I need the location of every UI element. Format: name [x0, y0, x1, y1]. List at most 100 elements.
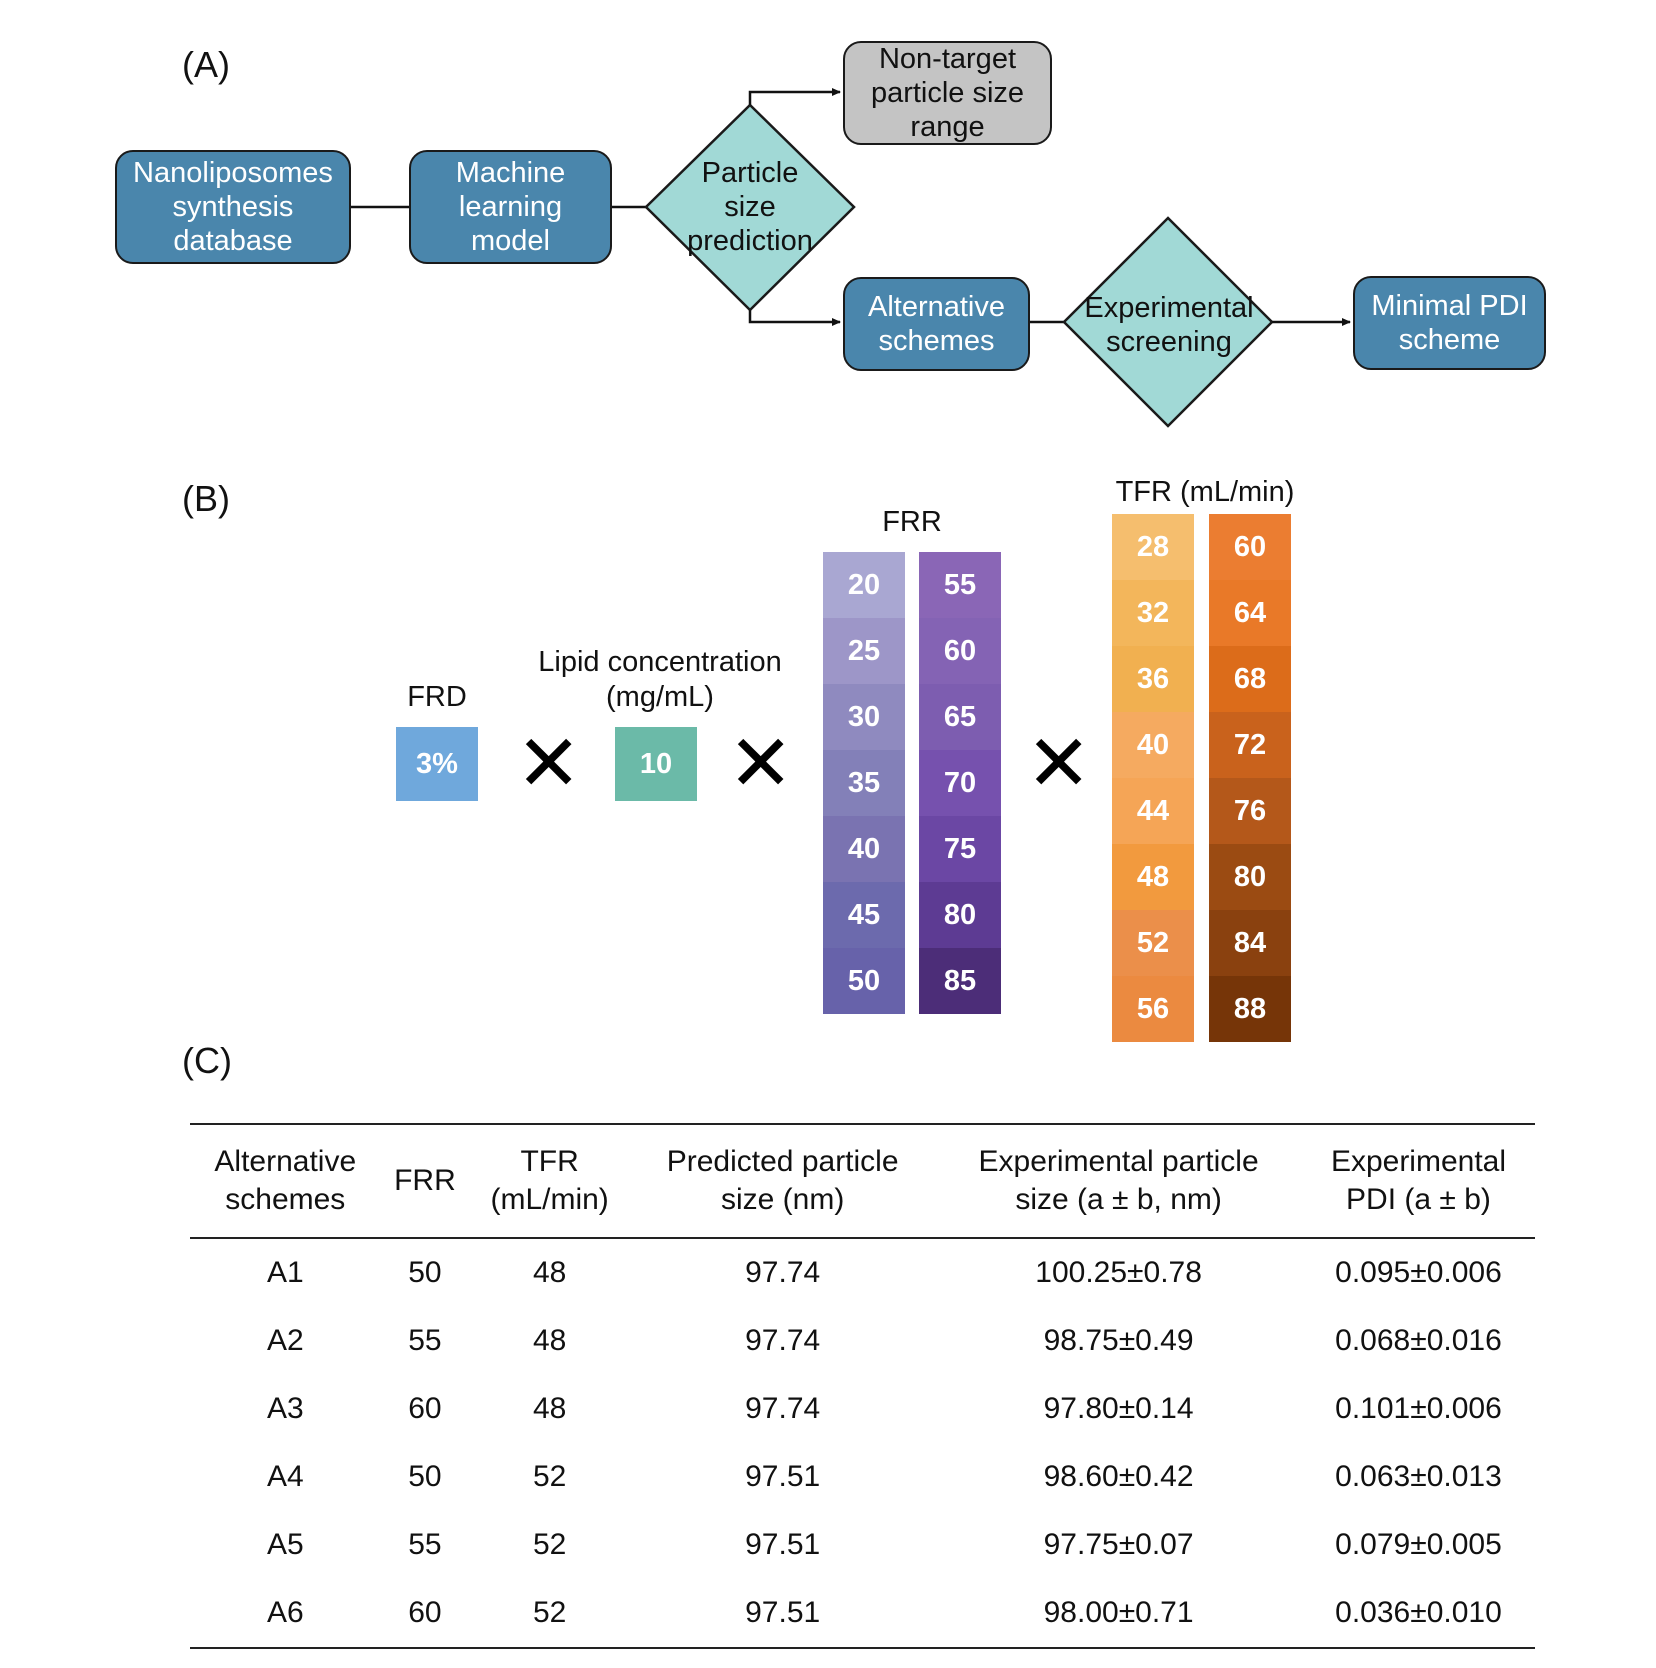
tfr-cell: 84	[1209, 910, 1291, 976]
tfr-cell: 40	[1112, 712, 1194, 778]
cell-predicted-size: 97.74	[745, 1324, 821, 1357]
tfr-cell: 36	[1112, 646, 1194, 712]
frr-cell: 20	[823, 552, 905, 618]
model-node: Machine learning model	[409, 150, 612, 264]
tfr-title: TFR (mL/min)	[1115, 476, 1295, 508]
header-frr: FRR	[380, 1123, 470, 1239]
lipid-cell: 10	[615, 727, 697, 801]
table-row: A3 60 48 97.74 97.80±0.14 0.101±0.006	[190, 1375, 1535, 1443]
tfr-cell: 76	[1209, 778, 1291, 844]
frr-cell: 75	[919, 816, 1001, 882]
panel-c-label: (C)	[182, 1040, 232, 1081]
header-experimental-pdi: Experimental PDI (a ± b)	[1301, 1123, 1535, 1239]
cell-frr: 60	[380, 1579, 470, 1649]
frr-cell: 40	[823, 816, 905, 882]
database-node: Nanoliposomes synthesis database	[115, 150, 351, 264]
table-row: A4 50 52 97.51 98.60±0.42 0.063±0.013	[190, 1443, 1535, 1511]
cell-experimental-pdi: 0.095±0.006	[1335, 1256, 1502, 1289]
tfr-cell: 64	[1209, 580, 1291, 646]
tfr-cell: 32	[1112, 580, 1194, 646]
nontarget-node: Non-target particle size range	[843, 41, 1052, 145]
tfr-cell: 72	[1209, 712, 1291, 778]
flowchart-connectors	[350, 88, 1351, 428]
cell-tfr: 52	[532, 1460, 567, 1493]
cell-tfr: 48	[532, 1256, 567, 1289]
tfr-cell: 60	[1209, 514, 1291, 580]
minimal-node: Minimal PDI scheme	[1353, 276, 1546, 370]
tfr-cell: 44	[1112, 778, 1194, 844]
header-tfr: TFR (mL/min)	[469, 1123, 631, 1239]
screening-diamond	[1062, 216, 1274, 428]
database-node-label: Nanoliposomes synthesis database	[133, 157, 333, 257]
cell-scheme: A1	[266, 1256, 304, 1289]
arrow-to-nontarget	[748, 88, 841, 105]
frd-cell: 3%	[396, 727, 478, 801]
cell-experimental-size: 100.25±0.78	[1035, 1256, 1202, 1289]
cell-experimental-size: 98.60±0.42	[1043, 1460, 1194, 1493]
cell-scheme: A4	[266, 1460, 304, 1493]
cell-tfr: 48	[532, 1324, 567, 1357]
frr-cell: 50	[823, 948, 905, 1014]
header-predicted-size: Predicted particle size (nm)	[630, 1123, 936, 1239]
tfr-cell: 68	[1209, 646, 1291, 712]
table-row: A6 60 52 97.51 98.00±0.71 0.036±0.010	[190, 1579, 1535, 1649]
cell-frr: 55	[408, 1528, 442, 1561]
multiply-icon: ✕	[1026, 719, 1092, 807]
tfr-cell: 56	[1112, 976, 1194, 1042]
tfr-cell: 48	[1112, 844, 1194, 910]
frr-cell: 30	[823, 684, 905, 750]
cell-scheme: A3	[266, 1392, 304, 1425]
panel-a-label: (A)	[182, 44, 230, 85]
lipid-title: Lipid concentration (mg/mL)	[538, 646, 782, 713]
cell-predicted-size: 97.51	[745, 1528, 821, 1561]
cell-predicted-size: 97.74	[745, 1392, 821, 1425]
cell-experimental-pdi: 0.068±0.016	[1335, 1324, 1502, 1357]
frr-cell: 35	[823, 750, 905, 816]
frr-cell: 85	[919, 948, 1001, 1014]
alternative-node: Alternative schemes	[843, 277, 1030, 371]
tfr-cell: 88	[1209, 976, 1291, 1042]
cell-experimental-size: 97.75±0.07	[1043, 1528, 1194, 1561]
nontarget-node-label: Non-target particle size range	[870, 43, 1025, 143]
table-row: A1 50 48 97.74 100.25±0.78 0.095±0.006	[190, 1238, 1535, 1307]
arrow-to-alternative	[748, 310, 841, 326]
header-experimental-size: Experimental particle size (a ± b, nm)	[935, 1123, 1302, 1239]
cell-frr: 50	[408, 1460, 442, 1493]
frr-cell: 45	[823, 882, 905, 948]
cell-frr: 55	[408, 1324, 442, 1357]
frd-title: FRD	[407, 681, 467, 713]
tfr-cell: 80	[1209, 844, 1291, 910]
screening-label: Experimental screening	[1084, 292, 1254, 358]
frr-cell: 60	[919, 618, 1001, 684]
cell-experimental-size: 98.75±0.49	[1043, 1324, 1194, 1357]
cell-experimental-pdi: 0.101±0.006	[1335, 1392, 1502, 1425]
cell-scheme: A6	[190, 1579, 381, 1649]
cell-tfr: 52	[532, 1528, 567, 1561]
model-node-label: Machine learning model	[455, 157, 566, 257]
cell-experimental-size: 97.80±0.14	[1043, 1392, 1194, 1425]
cell-scheme: A2	[266, 1324, 304, 1357]
cell-predicted-size: 97.74	[745, 1256, 821, 1289]
cell-experimental-pdi: 0.036±0.010	[1301, 1579, 1535, 1649]
prediction-label: Particle size prediction	[687, 157, 813, 257]
frr-cell: 55	[919, 552, 1001, 618]
cell-frr: 60	[408, 1392, 442, 1425]
cell-experimental-pdi: 0.079±0.005	[1335, 1528, 1502, 1561]
cell-predicted-size: 97.51	[630, 1579, 936, 1649]
cell-predicted-size: 97.51	[745, 1460, 821, 1493]
cell-tfr: 52	[469, 1579, 631, 1649]
frr-cell: 25	[823, 618, 905, 684]
table-row: A2 55 48 97.74 98.75±0.49 0.068±0.016	[190, 1307, 1535, 1375]
table-row: A5 55 52 97.51 97.75±0.07 0.079±0.005	[190, 1511, 1535, 1579]
tfr-cell: 28	[1112, 514, 1194, 580]
minimal-node-label: Minimal PDI scheme	[1371, 290, 1528, 356]
cell-tfr: 48	[532, 1392, 567, 1425]
frr-cell: 70	[919, 750, 1001, 816]
cell-experimental-size: 98.00±0.71	[935, 1579, 1302, 1649]
results-table: Alternative schemes FRR TFR (mL/min) Pre…	[190, 1123, 1535, 1649]
cell-experimental-pdi: 0.063±0.013	[1335, 1460, 1502, 1493]
table-header-row: Alternative schemes FRR TFR (mL/min) Pre…	[190, 1123, 1535, 1239]
cell-scheme: A5	[266, 1528, 304, 1561]
panel-b-label: (B)	[182, 478, 230, 519]
multiply-icon: ✕	[516, 719, 582, 807]
